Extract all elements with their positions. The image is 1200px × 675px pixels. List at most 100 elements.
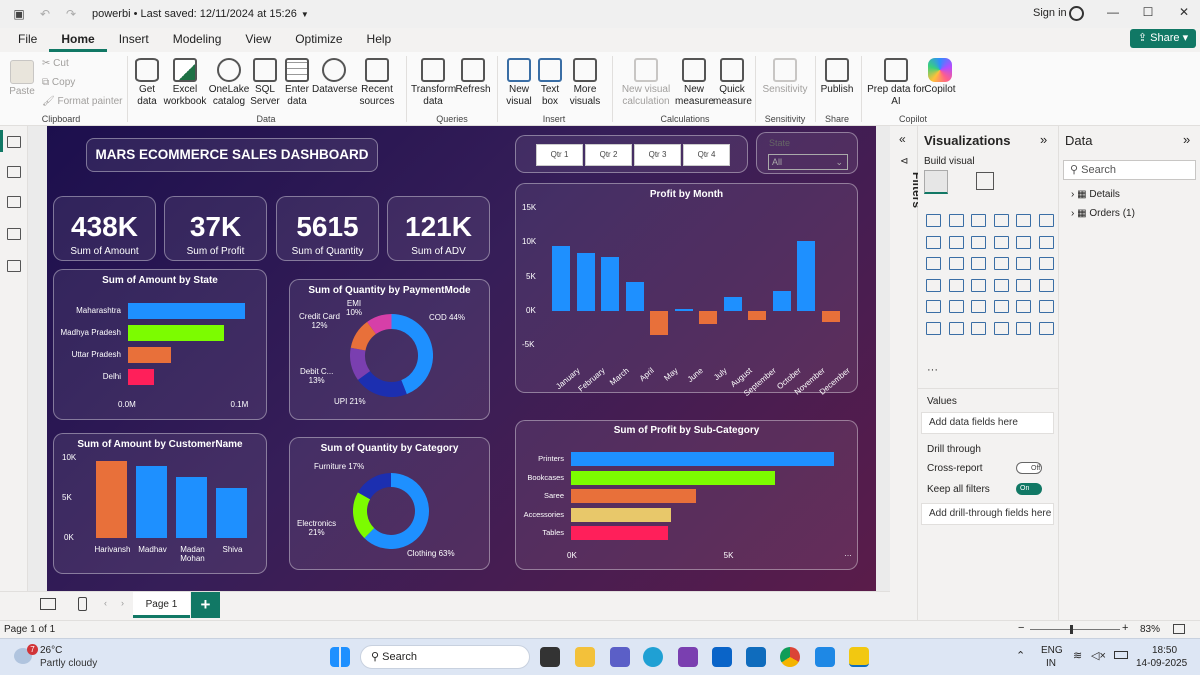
- edge-icon[interactable]: [643, 647, 663, 667]
- sensitivity-button[interactable]: Sensitivity: [760, 58, 810, 96]
- format-visual-tab-icon[interactable]: [976, 172, 994, 190]
- cut-button[interactable]: ✂ Cut: [42, 58, 69, 69]
- new-visual-calculation-button[interactable]: New visual calculation: [617, 58, 675, 108]
- menu-view[interactable]: View: [245, 32, 272, 46]
- file-explorer-icon[interactable]: [575, 647, 595, 667]
- vscode-icon[interactable]: [815, 647, 835, 667]
- qtr3-button[interactable]: Qtr 3: [634, 144, 681, 166]
- prep-data-for-ai-button[interactable]: Prep data for AI: [866, 58, 926, 108]
- qtr2-button[interactable]: Qtr 2: [585, 144, 632, 166]
- kpi-card-profit[interactable]: 37K Sum of Profit: [164, 196, 267, 261]
- amount-by-customer-chart[interactable]: Sum of Amount by CustomerName 10K 5K 0K Har…: [53, 433, 267, 574]
- page-tab-1[interactable]: Page 1: [133, 592, 190, 618]
- menu-home[interactable]: Home: [49, 28, 107, 52]
- add-data-fields-dropzone[interactable]: Add data fields here: [921, 412, 1054, 434]
- table-view-icon[interactable]: [7, 166, 21, 178]
- store-icon[interactable]: [712, 647, 732, 667]
- zoom-in-button[interactable]: +: [1122, 622, 1129, 634]
- language-code[interactable]: ENG: [1041, 645, 1063, 656]
- add-drill-through-dropzone[interactable]: Add drill-through fields here: [921, 503, 1054, 525]
- save-icon[interactable]: ▣: [13, 7, 25, 21]
- amount-by-state-chart[interactable]: Sum of Amount by State Maharashtra Madhya…: [53, 269, 267, 420]
- table-orders[interactable]: › ▦ Orders (1): [1071, 208, 1135, 219]
- filter-icon[interactable]: ⊲: [900, 156, 909, 167]
- teams-icon[interactable]: [610, 647, 630, 667]
- account-icon[interactable]: [1069, 6, 1084, 21]
- zoom-slider-thumb[interactable]: [1070, 625, 1073, 634]
- cross-report-toggle[interactable]: Off: [1016, 462, 1042, 474]
- menu-help[interactable]: Help: [366, 32, 392, 46]
- page-next-icon[interactable]: ›: [121, 598, 124, 608]
- wifi-icon[interactable]: ≋: [1073, 650, 1083, 662]
- zoom-out-button[interactable]: −: [1018, 622, 1025, 634]
- menu-optimize[interactable]: Optimize: [295, 32, 343, 46]
- qtr4-button[interactable]: Qtr 4: [683, 144, 730, 166]
- enter-data-button[interactable]: Enter data: [282, 58, 312, 108]
- profit-by-subcategory-chart[interactable]: Sum of Profit by Sub-Category … Printers…: [515, 420, 858, 570]
- tmdl-view-icon[interactable]: [7, 260, 21, 272]
- publish-button[interactable]: Publish: [819, 58, 855, 96]
- outlook-icon[interactable]: [746, 647, 766, 667]
- redo-icon[interactable]: ↷: [65, 7, 77, 21]
- sql-server-button[interactable]: SQL Server: [250, 58, 280, 108]
- copy-button[interactable]: ⧉ Copy: [42, 77, 76, 88]
- windows-start-icon[interactable]: [330, 647, 350, 667]
- dashboard-title-card[interactable]: MARS ECOMMERCE SALES DASHBOARD: [86, 138, 378, 172]
- more-visuals-ellipsis[interactable]: ···: [927, 364, 938, 376]
- volume-icon[interactable]: ◁×: [1091, 650, 1106, 662]
- profit-by-month-chart[interactable]: Profit by Month 15K 10K 5K 0K -5K January Febr…: [515, 183, 858, 398]
- battery-icon[interactable]: [1114, 651, 1128, 659]
- minimize-button[interactable]: —: [1107, 5, 1119, 19]
- onelake-catalog-button[interactable]: OneLake catalog: [207, 58, 251, 108]
- undo-icon[interactable]: ↶: [39, 7, 51, 21]
- page-prev-icon[interactable]: ‹: [104, 598, 107, 608]
- new-measure-button[interactable]: New measure: [675, 58, 714, 108]
- share-button[interactable]: ⇪ Share ▾: [1130, 29, 1196, 48]
- table-details[interactable]: › ▦ Details: [1071, 189, 1120, 200]
- new-visual-button[interactable]: New visual: [503, 58, 535, 108]
- refresh-button[interactable]: Refresh: [455, 58, 491, 96]
- title-chevron-down-icon[interactable]: ▼: [300, 9, 309, 19]
- mobile-layout-icon[interactable]: [78, 597, 87, 611]
- clock-date[interactable]: 14-09-2025: [1136, 658, 1188, 669]
- qtr1-button[interactable]: Qtr 1: [536, 144, 583, 166]
- recent-sources-button[interactable]: Recent sources: [356, 58, 398, 108]
- copilot-button[interactable]: Copilot: [924, 58, 956, 96]
- chrome-icon[interactable]: [780, 647, 800, 667]
- state-dropdown[interactable]: All ⌄: [768, 154, 848, 170]
- expand-chevron-icon[interactable]: »: [1040, 132, 1048, 147]
- clock-time[interactable]: 18:50: [1152, 645, 1178, 656]
- collapse-chevron-icon[interactable]: «: [899, 132, 906, 146]
- kpi-card-quantity[interactable]: 5615 Sum of Quantity: [276, 196, 379, 261]
- menu-modeling[interactable]: Modeling: [172, 32, 222, 46]
- text-box-button[interactable]: Text box: [535, 58, 565, 108]
- menu-file[interactable]: File: [18, 32, 38, 46]
- more-visuals-button[interactable]: More visuals: [565, 58, 605, 108]
- region-code[interactable]: IN: [1046, 658, 1056, 669]
- dataverse-button[interactable]: Dataverse: [312, 58, 358, 96]
- report-view-icon[interactable]: [7, 136, 21, 148]
- format-painter-button[interactable]: 🖌 Format painter: [42, 96, 123, 107]
- sign-in-link[interactable]: Sign in: [1033, 7, 1067, 19]
- close-button[interactable]: ✕: [1178, 5, 1190, 19]
- zoom-level[interactable]: 83%: [1140, 624, 1161, 635]
- task-view-icon[interactable]: [540, 647, 560, 667]
- quantity-by-category-chart[interactable]: Sum of Quantity by Category Clothing 63%…: [289, 437, 490, 570]
- window-title[interactable]: powerbi • Last saved: 12/11/2024 at 15:2…: [92, 8, 297, 20]
- keep-all-filters-toggle[interactable]: On: [1016, 483, 1042, 495]
- expand-chevron-icon[interactable]: »: [1183, 132, 1191, 147]
- fit-to-page-icon[interactable]: [1173, 624, 1185, 634]
- app-icon[interactable]: [678, 647, 698, 667]
- add-page-button[interactable]: +: [191, 592, 220, 618]
- quick-measure-button[interactable]: Quick measure: [713, 58, 752, 108]
- transform-data-button[interactable]: Transform data: [411, 58, 456, 108]
- data-search-box[interactable]: ⚲ Search: [1063, 160, 1196, 180]
- paste-button[interactable]: Paste: [8, 60, 36, 98]
- taskbar-search[interactable]: ⚲ Search: [360, 645, 530, 669]
- tray-chevron-icon[interactable]: ⌃: [1016, 650, 1026, 662]
- dax-query-view-icon[interactable]: [7, 228, 21, 240]
- excel-workbook-button[interactable]: Excel workbook: [163, 58, 207, 108]
- powerbi-icon[interactable]: [849, 647, 869, 667]
- weather-temp[interactable]: 26°C: [40, 645, 63, 656]
- build-visual-tab-icon[interactable]: [924, 170, 948, 194]
